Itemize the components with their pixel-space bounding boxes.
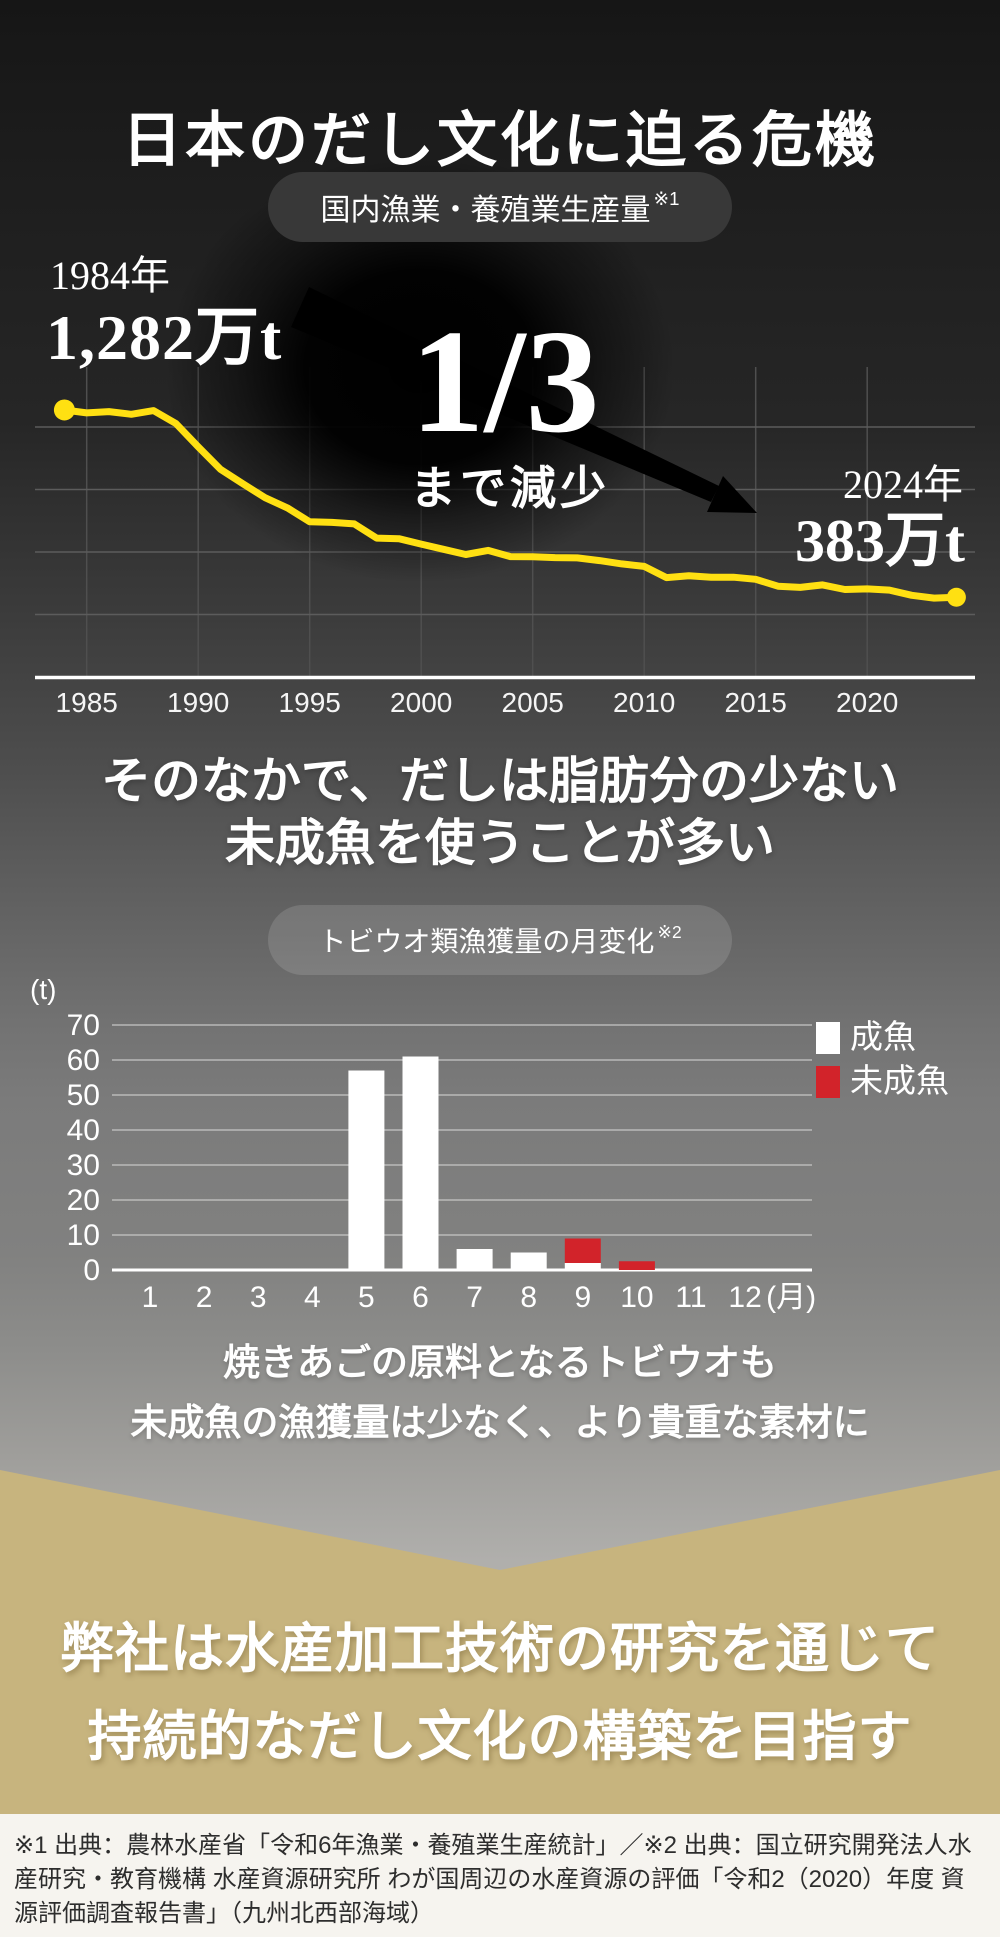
callout-fraction: 1/3 (410, 300, 600, 464)
start-value-label: 1,282万t (46, 302, 283, 373)
line-chart-series (53, 399, 966, 607)
svg-text:10: 10 (620, 1281, 653, 1314)
svg-text:1985: 1985 (56, 687, 118, 718)
svg-text:成魚: 成魚 (850, 1018, 916, 1055)
bar-chart-caption: 焼きあごの原料となるトビウオも 未成魚の漁獲量は少なく、より貴重な素材に (0, 1333, 1000, 1453)
svg-text:0: 0 (83, 1254, 100, 1287)
statement-line-2: 持続的なだし文化の構築を目指す (87, 1707, 913, 1767)
svg-text:2005: 2005 (502, 687, 564, 718)
end-value-label: 383万t (795, 508, 965, 574)
production-chart-badge-label: 国内漁業・養殖業生産量 (320, 194, 651, 227)
svg-text:10: 10 (67, 1219, 100, 1252)
svg-text:未成魚: 未成魚 (850, 1062, 949, 1099)
svg-text:60: 60 (67, 1044, 100, 1077)
footnote-ref-2: ※2 (657, 921, 682, 942)
callout-caption: まで減少 (410, 463, 610, 514)
svg-text:40: 40 (67, 1114, 100, 1147)
svg-text:20: 20 (67, 1184, 100, 1217)
svg-text:2015: 2015 (725, 687, 787, 718)
svg-text:7: 7 (466, 1281, 483, 1314)
subtitle-line-2: 未成魚を使うことが多い (225, 815, 775, 871)
svg-text:11: 11 (675, 1281, 706, 1314)
svg-text:9: 9 (574, 1281, 591, 1314)
start-year-label: 1984年 (50, 253, 170, 298)
svg-text:3: 3 (250, 1281, 267, 1314)
svg-text:30: 30 (67, 1149, 100, 1182)
catch-chart-badge-label: トビウオ類漁獲量の月変化 (318, 926, 655, 957)
svg-text:(t): (t) (30, 974, 56, 1005)
svg-text:1995: 1995 (279, 687, 341, 718)
caption-line-2: 未成魚の漁獲量は少なく、より貴重な素材に (130, 1402, 870, 1443)
svg-text:(月): (月) (766, 1281, 816, 1314)
svg-text:8: 8 (520, 1281, 537, 1314)
subtitle: そのなかで、だしは脂肪分の少ない 未成魚を使うことが多い (0, 750, 1000, 874)
svg-text:2000: 2000 (390, 687, 452, 718)
svg-text:5: 5 (358, 1281, 375, 1314)
svg-text:2020: 2020 (836, 687, 898, 718)
svg-text:2: 2 (196, 1281, 213, 1314)
svg-text:12: 12 (728, 1281, 761, 1314)
footnote-ref-1: ※1 (653, 188, 680, 209)
statement: 弊社は水産加工技術の研究を通じて 持続的なだし文化の構築を目指す (0, 1605, 1000, 1781)
black-glow (165, 153, 675, 583)
svg-text:2010: 2010 (613, 687, 675, 718)
subtitle-line-1: そのなかで、だしは脂肪分の少ない (101, 753, 899, 809)
svg-text:70: 70 (67, 1009, 100, 1042)
end-year-label: 2024年 (843, 462, 963, 507)
svg-text:1990: 1990 (167, 687, 229, 718)
svg-text:1: 1 (142, 1281, 159, 1314)
svg-text:50: 50 (67, 1079, 100, 1112)
production-chart-badge: 国内漁業・養殖業生産量 ※1 (268, 172, 732, 242)
svg-text:6: 6 (412, 1281, 429, 1314)
svg-text:4: 4 (304, 1281, 321, 1314)
statement-line-1: 弊社は水産加工技術の研究を通じて (60, 1619, 940, 1679)
catch-chart-badge: トビウオ類漁獲量の月変化 ※2 (268, 905, 732, 975)
line-chart-svg: 1985 1990 1995 2000 2005 2010 2015 2020 (35, 153, 975, 718)
page-title: 日本のだし文化に迫る危機 (122, 108, 878, 175)
caption-line-1: 焼きあごの原料となるトビウオも (223, 1342, 777, 1383)
footer-source-note: ※1 出典：農林水産省「令和6年漁業・養殖業生産統計」／※2 出典：国立研究開発… (0, 1814, 1000, 1937)
